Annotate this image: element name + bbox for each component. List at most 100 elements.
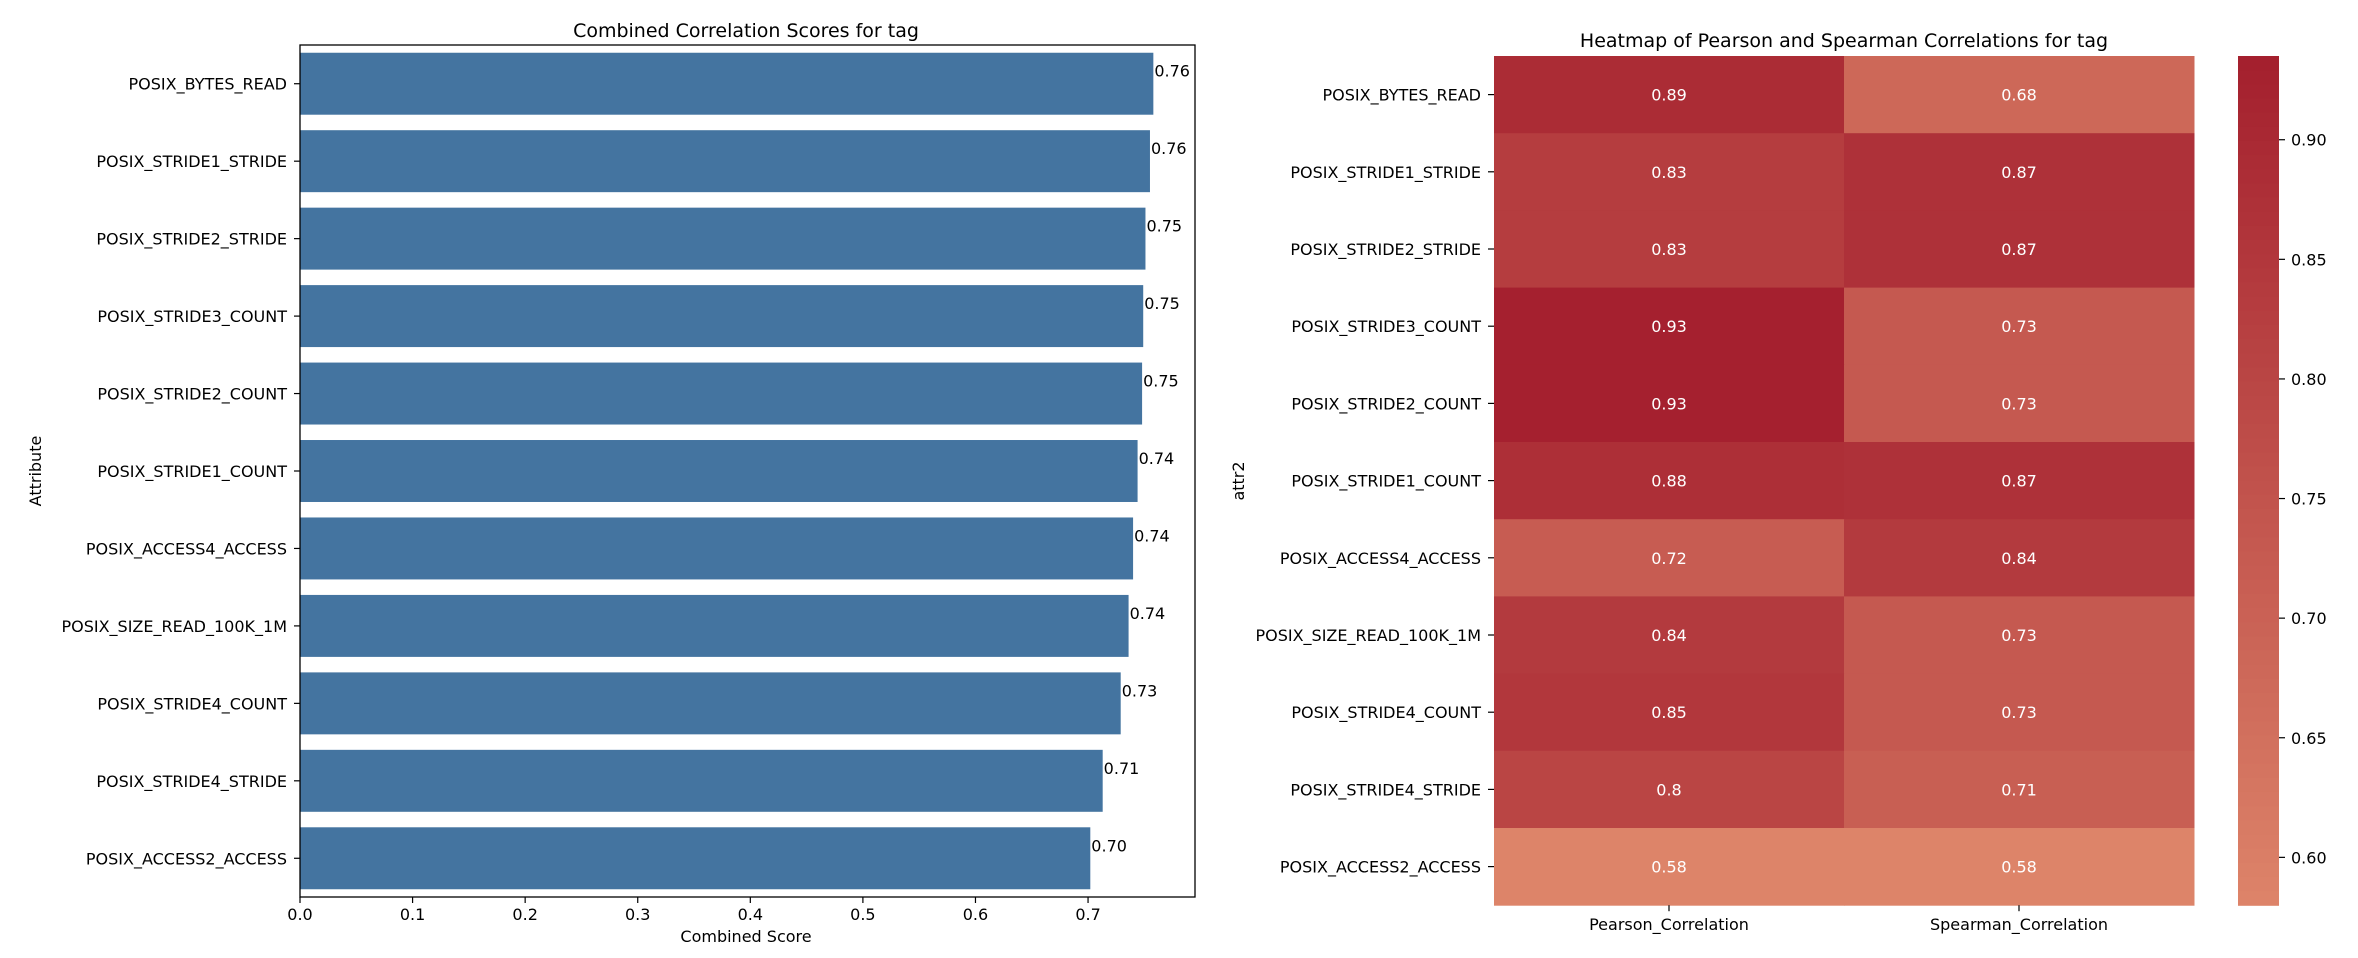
colorbar-segment (2238, 537, 2279, 552)
heatmap-row-label: POSIX_SIZE_READ_100K_1M (1255, 626, 1481, 646)
colorbar-segment (2238, 353, 2279, 368)
heatmap-cell (1494, 673, 1845, 752)
colorbar-segment (2238, 806, 2279, 821)
bar-x-tick-label: 0.4 (738, 905, 763, 924)
bar-chart: Combined Correlation Scores for tag 0.76… (26, 20, 1196, 946)
heatmap-cell-label: 0.73 (2001, 703, 2037, 722)
heatmap-row-label: POSIX_STRIDE1_COUNT (1291, 472, 1481, 492)
colorbar-segment (2238, 876, 2279, 892)
colorbar-segment (2238, 735, 2279, 751)
colorbar-segment (2238, 664, 2279, 680)
bar (300, 130, 1150, 193)
heatmap-cell-label: 0.8 (1656, 780, 1681, 799)
bar (300, 594, 1129, 657)
colorbar-segment (2238, 777, 2279, 793)
heatmap-cell-label: 0.84 (2001, 549, 2037, 568)
bar-y-tick-label: POSIX_STRIDE4_COUNT (97, 694, 287, 714)
bar-value-label: 0.73 (1122, 681, 1158, 700)
colorbar-tick-label: 0.75 (2291, 490, 2327, 509)
heatmap-cell-label: 0.85 (1651, 703, 1687, 722)
colorbar-segment (2238, 523, 2279, 538)
heatmap-cell-label: 0.71 (2001, 780, 2037, 799)
bar-value-label: 0.76 (1154, 62, 1190, 81)
colorbar-segment (2238, 98, 2279, 114)
bar-value-label: 0.74 (1139, 449, 1175, 468)
heatmap-cell-label: 0.87 (2001, 163, 2037, 182)
heatmap-cell (1494, 442, 1845, 520)
colorbar-segment (2238, 140, 2279, 156)
bar-y-tick-label: POSIX_ACCESS2_ACCESS (86, 849, 287, 869)
colorbar-segment (2238, 721, 2279, 736)
bar-y-axis-label: Attribute (26, 436, 45, 507)
bar-y-tick-label: POSIX_STRIDE1_COUNT (97, 462, 287, 482)
colorbar-segment (2238, 339, 2279, 354)
bar-y-tick-label: POSIX_ACCESS4_ACCESS (86, 539, 287, 559)
heatmap-cell (1844, 364, 2195, 443)
bar-x-tick-label: 0.6 (963, 905, 988, 924)
bar-x-tick-label: 0.7 (1075, 905, 1100, 924)
colorbar (2238, 56, 2279, 906)
bar-y-tick-label: POSIX_STRIDE2_STRIDE (96, 230, 287, 250)
colorbar-segment (2238, 862, 2279, 878)
colorbar-segment (2238, 480, 2279, 496)
heatmap-cell-label: 0.83 (1651, 163, 1687, 182)
heatmap-cell (1494, 828, 1845, 906)
heatmap-cell (1844, 287, 2195, 366)
colorbar-segment (2238, 112, 2279, 128)
bar (300, 362, 1143, 425)
colorbar-segment (2238, 84, 2279, 100)
colorbar-tick-label: 0.70 (2291, 609, 2327, 628)
colorbar-segment (2238, 622, 2279, 637)
colorbar-segment (2238, 438, 2279, 453)
colorbar-segment (2238, 367, 2279, 383)
colorbar-segment (2238, 126, 2279, 142)
bar-value-label: 0.76 (1151, 139, 1187, 158)
colorbar-tick-label: 0.65 (2291, 729, 2327, 748)
colorbar-segment (2238, 494, 2279, 510)
heatmap-y-axis-label: attr2 (1229, 461, 1248, 500)
bar-x-ticks: 0.0 0.1 0.2 0.3 0.4 0.5 0.6 0.7 (287, 897, 1101, 924)
colorbar-segment (2238, 296, 2279, 312)
colorbar-segment (2238, 395, 2279, 411)
bar-chart-title: Combined Correlation Scores for tag (573, 20, 919, 42)
colorbar-tick-label: 0.85 (2291, 250, 2327, 269)
heatmap-cell-label: 0.87 (2001, 240, 2037, 259)
heatmap-cell (1844, 56, 2195, 134)
bar-y-tick-label: POSIX_BYTES_READ (129, 75, 287, 95)
heatmap-cell-label: 0.93 (1651, 317, 1687, 336)
heatmap-cell-label: 0.58 (1651, 858, 1687, 877)
colorbar-segment (2238, 225, 2279, 241)
colorbar-segment (2238, 607, 2279, 623)
heatmap-row-label: POSIX_STRIDE3_COUNT (1291, 317, 1481, 337)
colorbar-segment (2238, 423, 2279, 439)
heatmap-cell (1494, 750, 1845, 829)
colorbar-segment (2238, 749, 2279, 765)
colorbar-segment (2238, 508, 2279, 524)
colorbar-segment (2238, 692, 2279, 708)
heatmap-row-ticks: POSIX_BYTES_READ POSIX_STRIDE1_STRIDE POSI… (1255, 86, 1494, 878)
heatmap-cell-label: 0.68 (2001, 86, 2037, 105)
heatmap-column-label: Spearman_Correlation (1930, 915, 2108, 935)
colorbar-segment (2238, 891, 2279, 906)
bar-value-label: 0.75 (1144, 294, 1180, 313)
heatmap-cell (1844, 673, 2195, 752)
bar-group: 0.76 0.76 0.75 0.75 0.75 0.74 0.74 0.74 0.73 0.71… (300, 52, 1190, 890)
colorbar-segment (2238, 791, 2279, 807)
colorbar-segment (2238, 282, 2279, 298)
colorbar-segment (2238, 820, 2279, 836)
heatmap-row-label: POSIX_STRIDE4_STRIDE (1290, 780, 1481, 800)
bar (300, 440, 1138, 502)
colorbar-segment (2238, 211, 2279, 227)
bar-x-tick-label: 0.5 (850, 905, 875, 924)
bar-y-tick-label: POSIX_STRIDE2_COUNT (97, 385, 287, 405)
heatmap-cell-label: 0.73 (2001, 317, 2037, 336)
colorbar-segment (2238, 452, 2279, 468)
heatmap-cells (1494, 56, 2195, 906)
heatmap-cell-label: 0.93 (1651, 394, 1687, 413)
heatmap-cell-label: 0.89 (1651, 86, 1687, 105)
colorbar-segment (2238, 551, 2279, 567)
heatmap-cell (1494, 210, 1845, 289)
colorbar-segment (2238, 650, 2279, 666)
colorbar-segment (2238, 834, 2279, 850)
colorbar-segment (2238, 636, 2279, 652)
